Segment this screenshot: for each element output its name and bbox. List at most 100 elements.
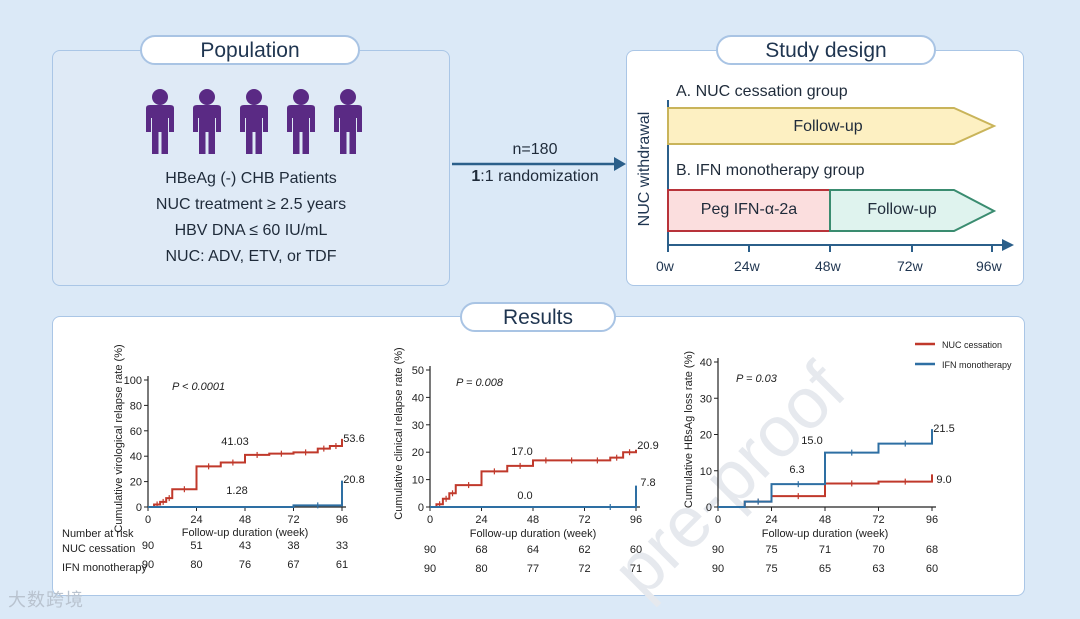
- chart-2-p-value: P = 0.008: [456, 377, 504, 389]
- chart-1-ytick-label: 60: [130, 426, 142, 438]
- chart-1-ytick-label: 80: [130, 400, 142, 412]
- chart-3-risk-value: 90: [712, 563, 724, 575]
- time-tick-96: 96w: [976, 258, 1002, 274]
- chart-3-ytick-label: 20: [700, 430, 712, 442]
- chart-1-risk-value: 80: [190, 559, 202, 571]
- chart-3-risk-value: 75: [765, 544, 777, 556]
- chart-2-xtick-label: 24: [475, 514, 487, 526]
- chart-1-risk-value: 38: [287, 540, 299, 552]
- chart-2-xtick-label: 48: [527, 514, 539, 526]
- group-a-followup-label: Follow-up: [793, 118, 863, 135]
- chart-1-risk-value: 51: [190, 540, 202, 552]
- study-design-title: Study design: [716, 35, 936, 65]
- chart-3-xlabel: Follow-up duration (week): [762, 528, 889, 540]
- chart-2-xtick-label: 0: [427, 514, 433, 526]
- group-b-label: B. IFN monotherapy group: [676, 162, 865, 179]
- population-panel: [52, 50, 450, 286]
- chart-1-ytick-label: 100: [124, 375, 142, 387]
- chart-2-risk-value: 72: [578, 563, 590, 575]
- chart-1-xlabel: Follow-up duration (week): [182, 527, 309, 539]
- randomization-arrow-icon: [452, 157, 626, 171]
- study-design-diagram: [667, 100, 1014, 252]
- chart-3-ytick-label: 30: [700, 393, 712, 405]
- time-tick-48: 48w: [815, 258, 841, 274]
- population-line-2: NUC treatment ≥ 2.5 years: [155, 196, 347, 213]
- chart-3-xtick-label: 24: [765, 514, 777, 526]
- population-title: Population: [140, 35, 360, 65]
- chart-1-risk-value: 61: [336, 559, 348, 571]
- time-tick-0: 0w: [656, 258, 674, 274]
- results-panel: [52, 316, 1025, 596]
- chart-3-xtick-label: 96: [926, 514, 938, 526]
- chart-2-series-1-line: [430, 449, 637, 508]
- chart-2-risk-value: 80: [475, 563, 487, 575]
- chart-2-ytick-label: 50: [412, 365, 424, 377]
- person-icon: [287, 89, 315, 154]
- chart-3-data-label: 15.0: [801, 435, 822, 447]
- chart-1-risk-value: 90: [142, 559, 154, 571]
- chart-3-risk-value: 70: [872, 544, 884, 556]
- sample-size-label: n=180: [512, 141, 558, 158]
- chart-2-ylabel: Cumulative clinical relapse rate (%): [393, 347, 405, 519]
- chart-3-data-label: 21.5: [933, 423, 954, 435]
- chart-2-risk-value: 68: [475, 544, 487, 556]
- population-line-4: NUC: ADV, ETV, or TDF: [165, 248, 337, 265]
- chart-3-p-value: P = 0.03: [736, 373, 778, 385]
- person-icon: [193, 89, 221, 154]
- chart-2-ytick-label: 0: [418, 502, 424, 514]
- time-tick-72: 72w: [897, 258, 923, 274]
- chart-3-risk-value: 68: [926, 544, 938, 556]
- chart-1-data-label: 20.8: [343, 474, 364, 486]
- chart-1-risk-value: 76: [239, 559, 251, 571]
- chart-3-risk-value: 60: [926, 563, 938, 575]
- chart-3-xtick-label: 0: [715, 514, 721, 526]
- source-watermark: 大数跨境: [8, 590, 84, 610]
- chart-2-ytick-label: 20: [412, 447, 424, 459]
- chart-3-data-label: 6.3: [789, 464, 804, 476]
- chart-2-risk-value: 77: [527, 563, 539, 575]
- chart-2-ytick-label: 40: [412, 392, 424, 404]
- group-b-band-2: [829, 189, 997, 232]
- population-line-3: HBV DNA ≤ 60 IU/mL: [174, 222, 328, 239]
- chart-1-series-1-line: [148, 438, 343, 508]
- chart-1-xtick-label: 48: [239, 514, 251, 526]
- randomization-label: 1:1 randomization: [471, 168, 599, 185]
- chart-3-risk-value: 65: [819, 563, 831, 575]
- chart-2-ytick-label: 10: [412, 475, 424, 487]
- chart-2-ytick-label: 30: [412, 420, 424, 432]
- chart-1-ytick-label: 20: [130, 477, 142, 489]
- person-icon: [240, 89, 268, 154]
- results-title: Results: [460, 302, 616, 332]
- chart-1-risk-value: 90: [142, 540, 154, 552]
- chart-1-series-2-line: [148, 480, 343, 508]
- chart-3-xtick-label: 48: [819, 514, 831, 526]
- legend-label-2: IFN monotherapy: [942, 360, 1012, 370]
- chart-1-xtick-label: 0: [145, 514, 151, 526]
- chart-2-xtick-label: 96: [630, 514, 642, 526]
- risk-table-header: Number at risk: [62, 528, 134, 540]
- group-a-band: [667, 107, 997, 145]
- chart-3-risk-value: 71: [819, 544, 831, 556]
- chart-3-series-2-line: [718, 429, 933, 508]
- chart-3-risk-value: 75: [765, 563, 777, 575]
- person-icon: [334, 89, 362, 154]
- peg-ifn-label: Peg IFN-α-2a: [700, 201, 798, 218]
- chart-1-xtick-label: 96: [336, 514, 348, 526]
- risk-label-nuc: NUC cessation: [62, 543, 135, 555]
- risk-label-ifn: IFN monotherapy: [62, 562, 147, 574]
- chart-2-risk-value: 64: [527, 544, 539, 556]
- group-a-label: A. NUC cessation group: [676, 83, 848, 100]
- chart-1-risk-value: 67: [287, 559, 299, 571]
- chart-1-risk-value: 43: [239, 540, 251, 552]
- chart-2-data-label: 7.8: [640, 477, 655, 489]
- chart-1-data-label: 53.6: [343, 433, 364, 445]
- population-line-1: HBeAg (-) CHB Patients: [165, 170, 337, 187]
- chart-1-data-label: 1.28: [226, 485, 247, 497]
- study-design-panel: [626, 50, 1024, 286]
- chart-2-data-label: 17.0: [511, 446, 532, 458]
- chart-2-risk-value: 90: [424, 544, 436, 556]
- chart-3-data-label: 9.0: [936, 474, 951, 486]
- chart-2-data-label: 0.0: [517, 490, 532, 502]
- chart-2-xtick-label: 72: [578, 514, 590, 526]
